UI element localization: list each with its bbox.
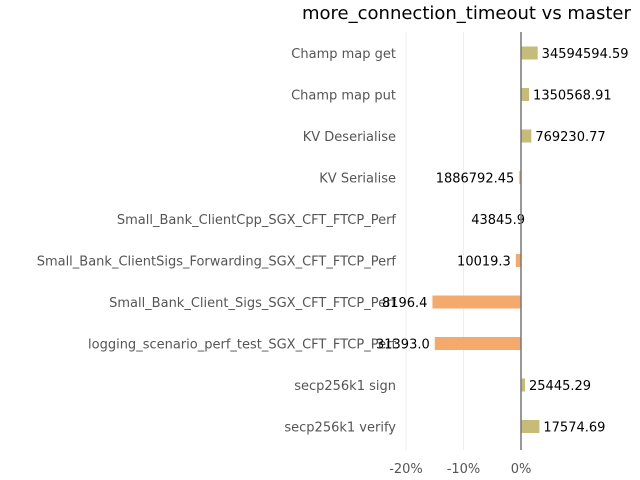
x-axis-ticks: -20% -10% 0% bbox=[389, 462, 531, 477]
x-tick-label: -10% bbox=[447, 462, 481, 477]
bar bbox=[432, 295, 521, 309]
bars bbox=[432, 46, 540, 433]
bar bbox=[521, 88, 530, 101]
value-label: 10019.3 bbox=[457, 255, 511, 270]
value-labels: 34594594.59 1350568.91 769230.77 1886792.45… bbox=[376, 47, 629, 436]
grid bbox=[405, 32, 464, 450]
chart-title: more_connection_timeout vs master bbox=[302, 3, 631, 24]
value-label: 34594594.59 bbox=[542, 47, 629, 62]
x-tick-label: -20% bbox=[389, 462, 423, 477]
bar bbox=[521, 129, 532, 143]
bar bbox=[519, 171, 521, 184]
category-label: Small_Bank_Client_Sigs_SGX_CFT_FTCP_Perf bbox=[109, 296, 396, 311]
category-label: Small_Bank_ClientCpp_SGX_CFT_FTCP_Perf bbox=[117, 213, 397, 228]
x-tick-label: 0% bbox=[511, 462, 532, 477]
category-label: Small_Bank_ClientSigs_Forwarding_SGX_CFT… bbox=[37, 255, 397, 270]
value-label: 43845.9 bbox=[471, 213, 525, 228]
bar bbox=[521, 420, 540, 433]
category-label: KV Serialise bbox=[319, 172, 396, 187]
category-labels: Champ map get Champ map put KV Deserialise… bbox=[37, 47, 397, 436]
value-label: 8196.4 bbox=[382, 296, 428, 311]
bar bbox=[521, 46, 538, 60]
category-label: secp256k1 sign bbox=[294, 379, 396, 394]
value-label: 769230.77 bbox=[535, 130, 605, 145]
value-label: 25445.29 bbox=[529, 379, 591, 394]
value-label: 17574.69 bbox=[543, 421, 605, 436]
value-label: 1350568.91 bbox=[533, 89, 612, 104]
category-label: KV Deserialise bbox=[303, 130, 396, 145]
category-label: secp256k1 verify bbox=[284, 421, 396, 436]
category-label: Champ map get bbox=[291, 47, 396, 62]
value-label: 1886792.45 bbox=[436, 172, 515, 187]
bar bbox=[434, 337, 521, 350]
category-label: Champ map put bbox=[291, 89, 396, 104]
value-label: 31393.0 bbox=[376, 338, 430, 353]
bar bbox=[515, 254, 521, 267]
category-label: logging_scenario_perf_test_SGX_CFT_FTCP_… bbox=[88, 338, 396, 353]
bar bbox=[521, 378, 526, 392]
